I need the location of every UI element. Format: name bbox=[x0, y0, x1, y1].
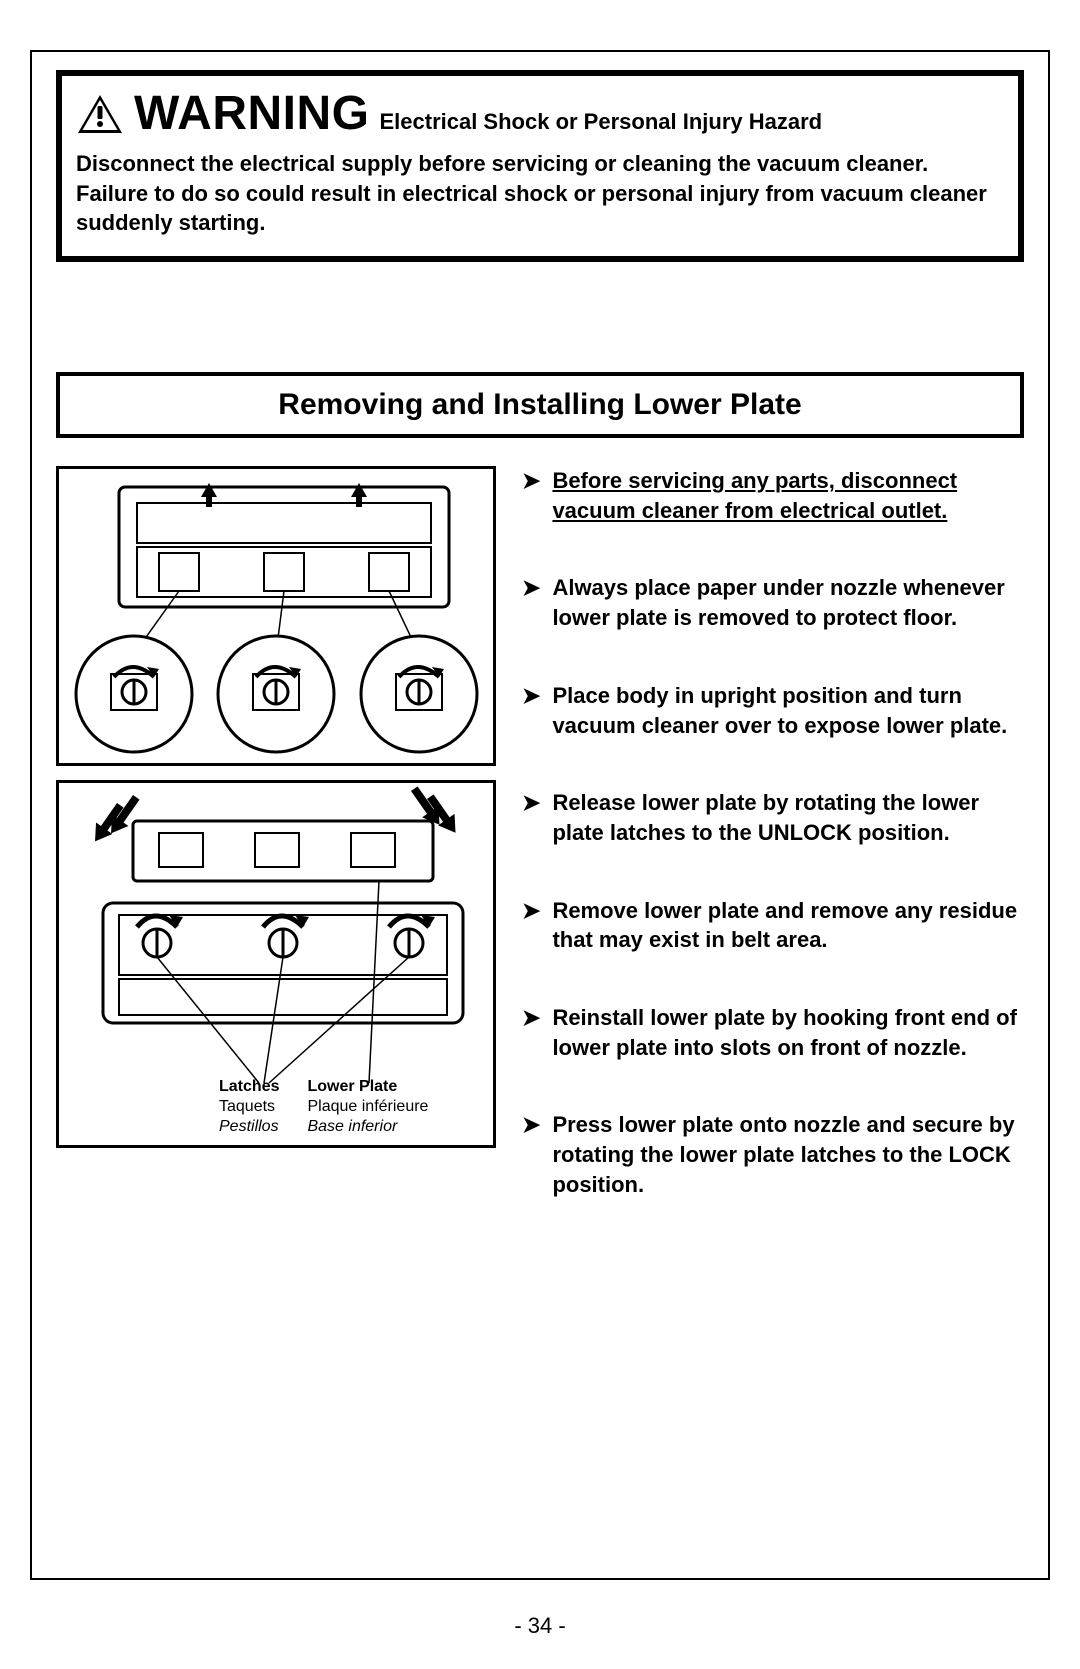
warning-box: WARNING Electrical Shock or Personal Inj… bbox=[56, 70, 1024, 262]
content-row: Latches Taquets Pestillos Lower Plate Pl… bbox=[56, 466, 1024, 1247]
step-2-text: Always place paper under nozzle whenever… bbox=[552, 573, 1024, 632]
bullet-icon: ➤ bbox=[522, 573, 540, 632]
callout-latches: Latches Taquets Pestillos bbox=[219, 1077, 279, 1137]
step-7-text: Press lower plate onto nozzle and secure… bbox=[552, 1110, 1024, 1199]
figure-lower-plate-removed: Latches Taquets Pestillos Lower Plate Pl… bbox=[56, 780, 496, 1148]
page-frame: WARNING Electrical Shock or Personal Inj… bbox=[30, 50, 1050, 1580]
warning-subtitle: Electrical Shock or Personal Injury Haza… bbox=[379, 109, 822, 135]
callout-latches-fr: Taquets bbox=[219, 1097, 279, 1117]
callout-latches-es: Pestillos bbox=[219, 1117, 279, 1137]
step-6: ➤ Reinstall lower plate by hooking front… bbox=[522, 1003, 1024, 1062]
step-6-text: Reinstall lower plate by hooking front e… bbox=[552, 1003, 1024, 1062]
bullet-icon: ➤ bbox=[522, 1110, 540, 1199]
bullet-icon: ➤ bbox=[522, 788, 540, 847]
step-4: ➤ Release lower plate by rotating the lo… bbox=[522, 788, 1024, 847]
step-5-text: Remove lower plate and remove any residu… bbox=[552, 896, 1024, 955]
warning-body: Disconnect the electrical supply before … bbox=[76, 149, 1004, 238]
bullet-icon: ➤ bbox=[522, 896, 540, 955]
page-number: - 34 - bbox=[0, 1613, 1080, 1639]
callout-latches-en: Latches bbox=[219, 1077, 279, 1097]
section-title-box: Removing and Installing Lower Plate bbox=[56, 372, 1024, 438]
bullet-icon: ➤ bbox=[522, 1003, 540, 1062]
callout-lowerplate-fr: Plaque inférieure bbox=[307, 1097, 428, 1117]
bullet-icon: ➤ bbox=[522, 681, 540, 740]
callout-lowerplate-es: Base inferior bbox=[307, 1117, 428, 1137]
step-2: ➤ Always place paper under nozzle whenev… bbox=[522, 573, 1024, 632]
step-1-text: Before servicing any parts, disconnect v… bbox=[552, 466, 1024, 525]
callout-lower-plate: Lower Plate Plaque inférieure Base infer… bbox=[307, 1077, 428, 1137]
step-7: ➤ Press lower plate onto nozzle and secu… bbox=[522, 1110, 1024, 1199]
warning-word: WARNING bbox=[134, 86, 369, 141]
step-1: ➤ Before servicing any parts, disconnect… bbox=[522, 466, 1024, 525]
figure-unlock-latches bbox=[56, 466, 496, 766]
bullet-icon: ➤ bbox=[522, 466, 540, 525]
callout-lowerplate-en: Lower Plate bbox=[307, 1077, 428, 1097]
step-4-text: Release lower plate by rotating the lowe… bbox=[552, 788, 1024, 847]
step-3-text: Place body in upright position and turn … bbox=[552, 681, 1024, 740]
warning-triangle-icon bbox=[76, 93, 124, 135]
step-5: ➤ Remove lower plate and remove any resi… bbox=[522, 896, 1024, 955]
warning-heading: WARNING Electrical Shock or Personal Inj… bbox=[76, 86, 1004, 141]
section-title: Removing and Installing Lower Plate bbox=[70, 388, 1010, 422]
figures-column: Latches Taquets Pestillos Lower Plate Pl… bbox=[56, 466, 496, 1247]
step-3: ➤ Place body in upright position and tur… bbox=[522, 681, 1024, 740]
steps-column: ➤ Before servicing any parts, disconnect… bbox=[522, 466, 1024, 1247]
figure-callouts: Latches Taquets Pestillos Lower Plate Pl… bbox=[219, 1077, 428, 1137]
